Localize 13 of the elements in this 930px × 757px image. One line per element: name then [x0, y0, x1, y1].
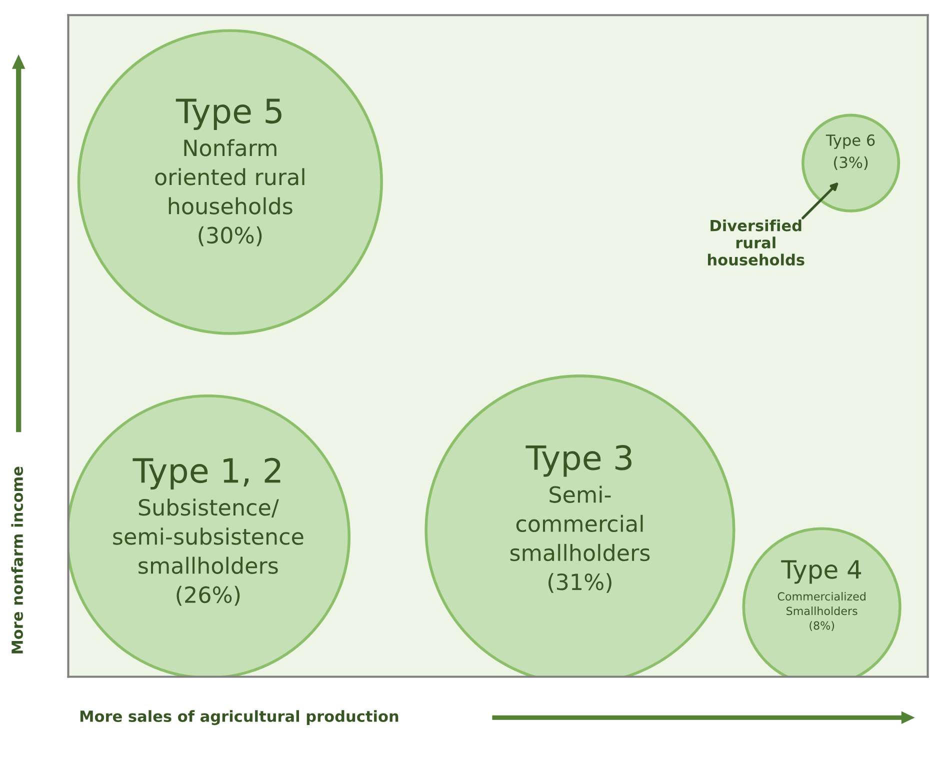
text: Diversified rural households: [708, 220, 804, 266]
category-label: Type 1, 2 Subsistence/ semi-subsistence smallholders: [113, 458, 304, 574]
category-label: Type 5 Nonfarm oriented rural households: [155, 98, 304, 214]
category-label: Type 3 Semi- commercial smallholders: [510, 445, 650, 562]
text: More nonfarm income: [11, 466, 24, 654]
category-label: Type 4 Commercialized Smallholders: [778, 560, 866, 616]
text: More sales of agricultural production: [80, 710, 398, 726]
category-label: Type 6: [826, 134, 875, 149]
data-label: (31%): [548, 573, 612, 593]
data-label: (26%): [176, 586, 240, 606]
data-label: (3%): [834, 156, 868, 170]
data-label: (8%): [810, 621, 834, 631]
data-label: (30%): [198, 226, 262, 246]
